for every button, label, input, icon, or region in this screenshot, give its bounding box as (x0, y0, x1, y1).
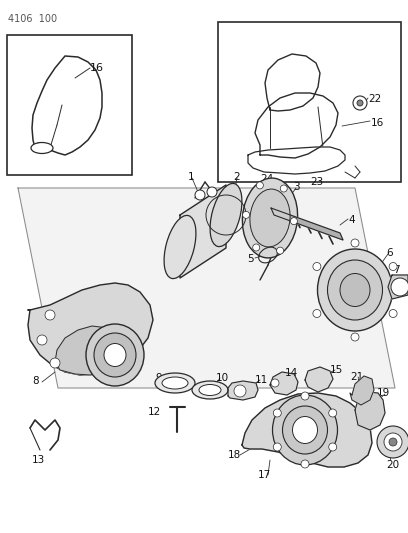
Bar (7, 35, 132, 175)
Ellipse shape (164, 215, 196, 279)
Circle shape (329, 409, 337, 417)
Ellipse shape (199, 384, 221, 395)
Circle shape (273, 443, 281, 451)
Circle shape (351, 333, 359, 341)
Text: 23: 23 (310, 177, 323, 187)
Polygon shape (305, 367, 333, 392)
Circle shape (389, 310, 397, 318)
Text: 16: 16 (90, 63, 104, 73)
Polygon shape (355, 392, 385, 430)
Text: 10: 10 (216, 373, 229, 383)
Ellipse shape (192, 381, 228, 399)
Polygon shape (270, 372, 298, 395)
Polygon shape (32, 56, 102, 155)
Ellipse shape (340, 273, 370, 306)
Circle shape (357, 100, 363, 106)
Text: 21: 21 (350, 372, 363, 382)
Ellipse shape (328, 260, 383, 320)
Text: 16: 16 (371, 118, 384, 128)
Circle shape (45, 310, 55, 320)
Circle shape (313, 262, 321, 271)
Circle shape (273, 409, 281, 417)
Circle shape (256, 182, 263, 189)
Polygon shape (180, 185, 226, 278)
Text: 11: 11 (255, 375, 268, 385)
Circle shape (280, 185, 287, 192)
Ellipse shape (242, 178, 297, 258)
Text: 18: 18 (228, 450, 241, 460)
Circle shape (207, 187, 217, 197)
Circle shape (301, 460, 309, 468)
Text: 4: 4 (348, 215, 355, 225)
Polygon shape (28, 283, 153, 375)
Ellipse shape (86, 324, 144, 386)
Polygon shape (242, 393, 372, 467)
Text: 4106  100: 4106 100 (8, 14, 57, 24)
Text: 19: 19 (377, 388, 390, 398)
Circle shape (253, 244, 260, 251)
Ellipse shape (273, 395, 337, 465)
Circle shape (389, 438, 397, 446)
Text: 22: 22 (368, 94, 381, 104)
Polygon shape (388, 275, 408, 299)
Circle shape (195, 190, 205, 200)
Circle shape (37, 335, 47, 345)
Polygon shape (265, 54, 320, 111)
Circle shape (243, 212, 250, 219)
Polygon shape (255, 93, 338, 158)
Polygon shape (271, 208, 343, 240)
Ellipse shape (317, 249, 392, 331)
Circle shape (353, 96, 367, 110)
Circle shape (301, 392, 309, 400)
Circle shape (313, 310, 321, 318)
Text: 7: 7 (393, 265, 399, 275)
Circle shape (351, 239, 359, 247)
Circle shape (234, 385, 246, 397)
Text: 9: 9 (155, 373, 162, 383)
Ellipse shape (155, 373, 195, 393)
Text: 2: 2 (233, 172, 239, 182)
Polygon shape (55, 326, 125, 375)
Circle shape (377, 426, 408, 458)
Circle shape (384, 433, 402, 451)
Text: 6: 6 (386, 248, 392, 258)
Polygon shape (350, 376, 374, 405)
Circle shape (277, 247, 284, 254)
Text: 17: 17 (258, 470, 271, 480)
Ellipse shape (31, 142, 53, 154)
Text: 24: 24 (260, 174, 273, 184)
Circle shape (271, 379, 279, 387)
Circle shape (391, 278, 408, 296)
Ellipse shape (162, 377, 188, 389)
Circle shape (329, 443, 337, 451)
Text: 15: 15 (330, 365, 343, 375)
Circle shape (290, 217, 297, 224)
Polygon shape (18, 188, 395, 388)
Ellipse shape (282, 406, 328, 454)
Ellipse shape (293, 416, 317, 443)
Text: 5: 5 (247, 254, 254, 264)
Text: 14: 14 (285, 368, 298, 378)
Text: 1: 1 (188, 172, 195, 182)
Circle shape (50, 358, 60, 368)
Text: 20: 20 (386, 460, 399, 470)
Polygon shape (248, 147, 345, 174)
Polygon shape (228, 381, 258, 400)
Ellipse shape (250, 189, 290, 247)
Ellipse shape (210, 183, 242, 247)
Text: 8: 8 (32, 376, 39, 386)
Text: 13: 13 (32, 455, 45, 465)
Text: 3: 3 (293, 182, 299, 192)
Text: 12: 12 (148, 407, 161, 417)
Circle shape (389, 262, 397, 271)
Bar (218, 22, 401, 182)
Ellipse shape (94, 333, 136, 377)
Ellipse shape (104, 343, 126, 367)
